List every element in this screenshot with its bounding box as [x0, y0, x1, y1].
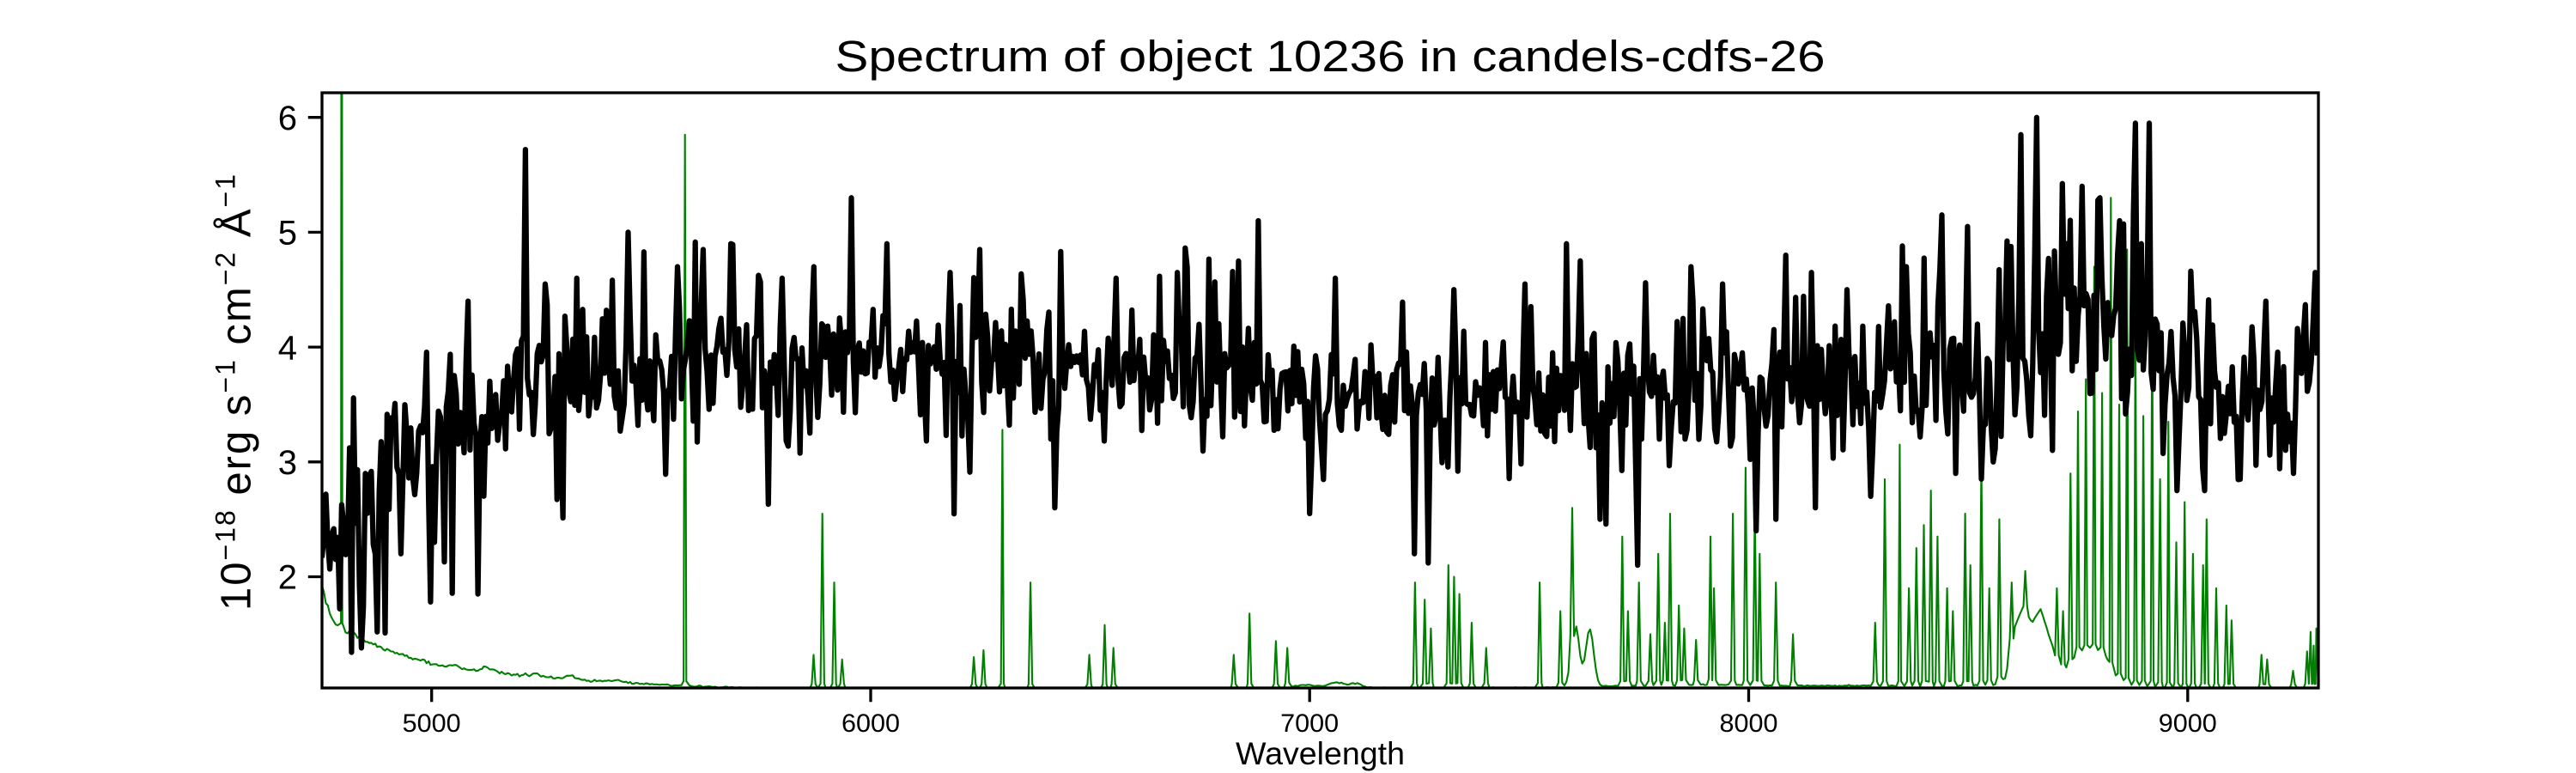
- svg-text:Spectrum of object 10236 in ca: Spectrum of object 10236 in candels-cdfs…: [835, 32, 1826, 81]
- svg-text:5000: 5000: [403, 709, 461, 738]
- svg-text:7000: 7000: [1280, 709, 1339, 738]
- svg-text:2: 2: [278, 559, 297, 597]
- svg-text:8000: 8000: [1720, 709, 1778, 738]
- svg-text:5: 5: [278, 215, 297, 253]
- svg-text:4: 4: [278, 329, 297, 367]
- svg-text:9000: 9000: [2159, 709, 2217, 738]
- svg-text:10−18 erg s−1 cm−2 Å−1: 10−18 erg s−1 cm−2 Å−1: [210, 173, 260, 611]
- svg-text:6000: 6000: [841, 709, 900, 738]
- svg-text:3: 3: [278, 444, 297, 482]
- svg-text:6: 6: [278, 100, 297, 137]
- svg-text:Wavelength: Wavelength: [1236, 736, 1405, 771]
